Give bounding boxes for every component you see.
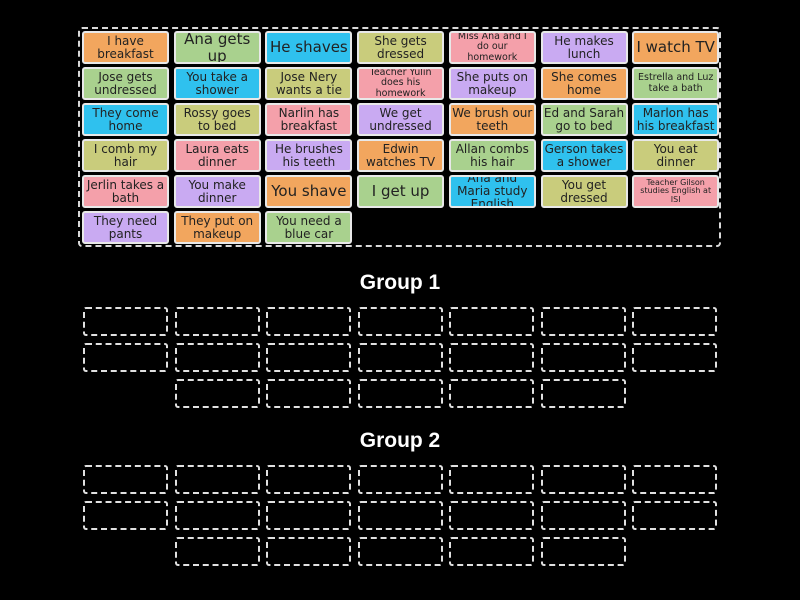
draggable-card[interactable]: Jose Nery wants a tie — [265, 67, 353, 100]
group-1-title: Group 1 — [359, 271, 441, 294]
draggable-card[interactable]: She puts on makeup — [448, 67, 536, 100]
group-2-drop-slot[interactable] — [175, 465, 260, 494]
group-2-title: Group 2 — [359, 429, 441, 452]
draggable-card[interactable]: Teacher Yulin does his homework — [357, 67, 445, 100]
group-2-drop-slot[interactable] — [632, 501, 717, 530]
group-2-drop-slot[interactable] — [266, 501, 351, 530]
draggable-card[interactable]: Narlin has breakfast — [265, 103, 353, 136]
draggable-card[interactable]: Miss Ana and I do our homework — [448, 31, 536, 64]
group-2-drop-slot[interactable] — [358, 465, 443, 494]
group-1-drop-slot[interactable] — [449, 307, 534, 336]
draggable-card[interactable]: You get dressed — [540, 175, 628, 208]
draggable-card[interactable]: She gets dressed — [357, 31, 445, 64]
draggable-card[interactable]: I get up — [357, 175, 445, 208]
draggable-card[interactable]: I have breakfast — [82, 31, 169, 64]
group-2-drop-slot[interactable] — [358, 501, 443, 530]
group-1-drop-slot[interactable] — [175, 379, 260, 408]
draggable-card[interactable]: You make dinner — [173, 175, 261, 208]
group-2-drop-slot[interactable] — [449, 537, 534, 566]
draggable-card[interactable]: Laura eats dinner — [173, 139, 261, 172]
draggable-card[interactable]: She comes home — [540, 67, 628, 100]
group-1-drop-slot[interactable] — [541, 343, 626, 372]
draggable-card[interactable]: They need pants — [82, 211, 169, 244]
draggable-card[interactable]: Jerlin takes a bath — [82, 175, 169, 208]
group-1-drop-slot[interactable] — [358, 343, 443, 372]
group-2-drop-slot[interactable] — [266, 537, 351, 566]
group-2-drop-slot[interactable] — [175, 537, 260, 566]
draggable-card[interactable]: You eat dinner — [632, 139, 720, 172]
draggable-card[interactable]: He shaves — [265, 31, 353, 64]
group-1-drop-slot[interactable] — [541, 307, 626, 336]
group-1-drop-slot[interactable] — [83, 343, 168, 372]
group-1-drop-slot[interactable] — [358, 379, 443, 408]
group-1-drop-slot[interactable] — [266, 307, 351, 336]
draggable-card[interactable]: I comb my hair — [82, 139, 169, 172]
draggable-card[interactable]: They come home — [82, 103, 169, 136]
draggable-card[interactable]: Ed and Sarah go to bed — [540, 103, 628, 136]
draggable-card[interactable]: Gerson takes a shower — [540, 139, 628, 172]
group-2-drop-slot[interactable] — [83, 465, 168, 494]
draggable-card[interactable]: Edwin watches TV — [357, 139, 445, 172]
draggable-card[interactable]: He brushes his teeth — [265, 139, 353, 172]
draggable-card[interactable]: I watch TV — [632, 31, 720, 64]
draggable-card[interactable]: Allan combs his hair — [448, 139, 536, 172]
group-1-drop-slot[interactable] — [266, 343, 351, 372]
group-1-drop-slot[interactable] — [358, 307, 443, 336]
group-1-drop-slot[interactable] — [541, 379, 626, 408]
draggable-card[interactable]: Marlon has his breakfast — [632, 103, 720, 136]
group-2-drop-slot[interactable] — [541, 465, 626, 494]
group-2-drop-slot[interactable] — [266, 465, 351, 494]
group-2-drop-slot[interactable] — [449, 501, 534, 530]
group-2-drop-slot[interactable] — [358, 537, 443, 566]
draggable-card[interactable]: We brush our teeth — [448, 103, 536, 136]
draggable-card[interactable]: They put on makeup — [173, 211, 261, 244]
group-2-drop-slot[interactable] — [541, 537, 626, 566]
draggable-card[interactable]: Teacher Gilson studies English at ISI — [632, 175, 720, 208]
draggable-card[interactable]: Ana and Maria study English — [448, 175, 536, 208]
group-1-drop-slot[interactable] — [175, 343, 260, 372]
group-2-drop-slot[interactable] — [449, 465, 534, 494]
draggable-card[interactable]: We get undressed — [357, 103, 445, 136]
draggable-card[interactable]: You take a shower — [173, 67, 261, 100]
group-1-drop-slot[interactable] — [266, 379, 351, 408]
draggable-card[interactable]: Jose gets undressed — [82, 67, 169, 100]
group-2-drop-slot[interactable] — [83, 501, 168, 530]
word-bank: I have breakfast Ana gets up He shaves She … — [78, 27, 721, 247]
draggable-card[interactable]: Ana gets up — [173, 31, 261, 64]
group-1-drop-slot[interactable] — [449, 379, 534, 408]
group-1-drop-slot[interactable] — [83, 307, 168, 336]
group-2-drop-slot[interactable] — [632, 465, 717, 494]
group-2-drop-slot[interactable] — [541, 501, 626, 530]
draggable-card[interactable]: Rossy goes to bed — [173, 103, 261, 136]
draggable-card[interactable]: You need a blue car — [265, 211, 353, 244]
draggable-card[interactable]: You shave — [265, 175, 353, 208]
group-1-drop-slot[interactable] — [632, 343, 717, 372]
group-1-drop-slot[interactable] — [632, 307, 717, 336]
group-1-drop-slot[interactable] — [449, 343, 534, 372]
group-2-drop-slot[interactable] — [175, 501, 260, 530]
draggable-card[interactable]: He makes lunch — [540, 31, 628, 64]
group-1-drop-slot[interactable] — [175, 307, 260, 336]
draggable-card[interactable]: Estrella and Luz take a bath — [632, 67, 720, 100]
